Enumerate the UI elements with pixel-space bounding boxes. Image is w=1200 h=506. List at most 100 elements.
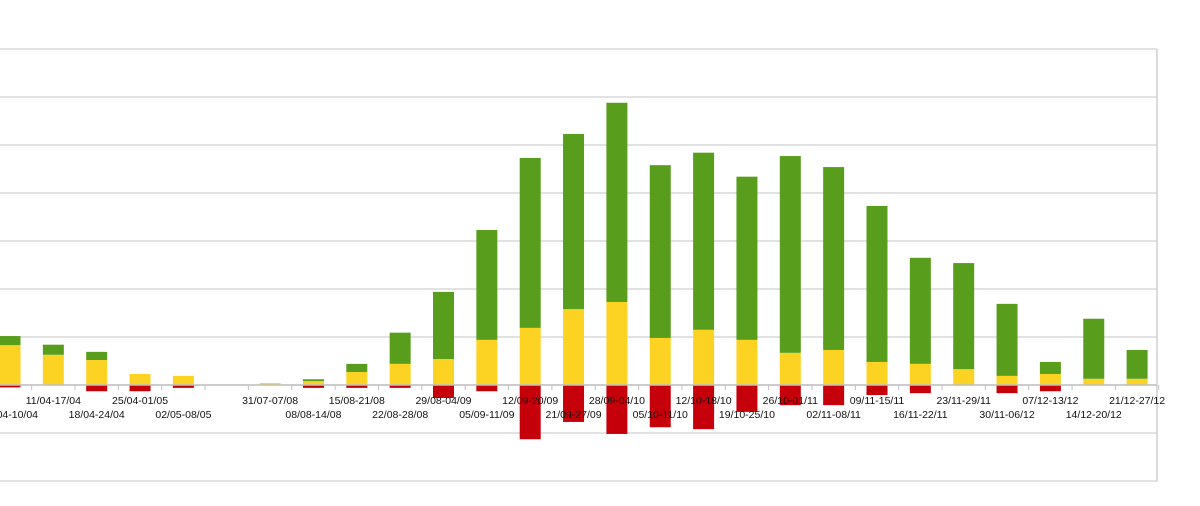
bar-red	[389, 385, 411, 388]
bar-green	[42, 344, 64, 355]
x-tick-label: 26/10-01/11	[763, 395, 818, 407]
x-tick-label: 12/09-20/09	[502, 395, 558, 407]
x-tick-label: 25/04-01/05	[112, 395, 168, 407]
bar-red	[129, 385, 151, 392]
bar-green	[736, 176, 758, 340]
bar-yellow	[389, 363, 411, 385]
bar-green	[693, 152, 715, 330]
bar-red	[0, 385, 21, 388]
bar-yellow	[649, 337, 671, 385]
bar-green	[823, 167, 845, 350]
bar-yellow	[823, 349, 845, 385]
bar-yellow	[953, 369, 975, 385]
x-tick-label: 08/08-14/08	[285, 409, 341, 421]
x-axis	[0, 384, 1160, 390]
bar-green	[389, 332, 411, 364]
x-tick-label: 02/05-08/05	[155, 409, 211, 421]
x-tick-label: 02/11-08/11	[806, 409, 861, 421]
bar-green	[606, 102, 628, 302]
bar-red	[433, 385, 454, 398]
bar-red	[649, 385, 671, 428]
bar-green	[1039, 361, 1061, 374]
bar-yellow	[866, 361, 888, 385]
bar-red	[519, 385, 541, 440]
bar-yellow	[996, 375, 1018, 385]
x-tick-label: 09/11-15/11	[850, 395, 905, 407]
x-tick-label: 11/04-17/04	[26, 395, 81, 407]
bar-red	[909, 385, 931, 394]
bar-red	[996, 385, 1018, 394]
x-tick-label: 05/10-11/10	[633, 409, 688, 421]
bar-yellow	[172, 375, 194, 385]
bar-green	[953, 263, 975, 370]
x-tick-label: 30/11-06/12	[979, 409, 1034, 421]
bar-green	[779, 156, 801, 353]
x-tick-label: 14/12-20/12	[1066, 409, 1122, 421]
bar-red	[346, 385, 368, 388]
bar-red	[1039, 385, 1061, 392]
bar-red	[866, 385, 888, 396]
bar-yellow	[259, 383, 281, 385]
x-tick-label: 04/04-10/04	[0, 409, 38, 421]
bar-yellow	[909, 363, 931, 385]
bar-red	[302, 385, 324, 388]
bar-red	[779, 385, 801, 406]
bar-yellow	[1083, 378, 1105, 385]
bar-green	[996, 303, 1018, 376]
x-tick-label: 21/09-27/09	[546, 409, 602, 421]
bar-red	[86, 385, 108, 392]
bar-green	[86, 351, 108, 361]
x-tick-label: 07/12-13/12	[1022, 395, 1078, 407]
bar-green	[0, 336, 21, 346]
bar-green	[563, 133, 585, 310]
x-tick-label: 22/08-28/08	[372, 409, 428, 421]
bar-red	[172, 385, 194, 388]
bar-yellow	[1039, 373, 1061, 385]
bar-red	[693, 385, 715, 430]
bar-red	[736, 385, 758, 412]
bar-yellow	[736, 339, 758, 385]
bar-yellow	[563, 309, 585, 385]
bar-red	[823, 385, 845, 406]
bar-yellow	[346, 372, 368, 385]
x-tick-label: 12/10-18/10	[676, 395, 732, 407]
bar-green	[649, 165, 671, 338]
bar-green	[519, 157, 541, 328]
bar-green	[866, 205, 888, 362]
bar-green	[1126, 349, 1148, 379]
bar-green	[302, 379, 324, 382]
bar-red	[606, 385, 628, 434]
x-tick-label: 23/11-29/11	[936, 395, 991, 407]
bar-yellow	[693, 329, 715, 385]
bar-yellow	[519, 327, 541, 385]
bars	[0, 102, 1148, 440]
bar-yellow	[42, 354, 64, 385]
bar-yellow	[779, 352, 801, 385]
x-tick-label: 18/04-24/04	[69, 409, 125, 421]
bar-yellow	[476, 339, 498, 385]
x-tick-label: 16/11-22/11	[893, 409, 948, 421]
bar-yellow	[302, 381, 324, 385]
bar-green	[909, 257, 931, 364]
bar-yellow	[86, 360, 108, 385]
bar-yellow	[0, 345, 21, 385]
bar-red	[563, 385, 585, 422]
bar-yellow	[606, 301, 628, 385]
bar-yellow	[1126, 378, 1148, 385]
bar-yellow	[129, 373, 151, 385]
x-tick-label: 28/09-04/10	[589, 395, 645, 407]
x-tick-label: 31/07-07/08	[242, 395, 298, 407]
bar-green	[433, 291, 454, 360]
x-tick-label: 29/08-04/09	[415, 395, 471, 407]
bar-green	[1083, 318, 1105, 379]
x-tick-label: 19/10-25/10	[719, 409, 775, 421]
bar-yellow	[433, 359, 454, 385]
bar-green	[476, 229, 498, 340]
x-tick-label: 05/09-11/09	[459, 409, 514, 421]
x-tick-label: 21/12-27/12	[1109, 395, 1165, 407]
x-tick-label: 15/08-21/08	[329, 395, 385, 407]
bar-red	[476, 385, 498, 392]
bar-green	[346, 363, 368, 373]
x-tick-labels: 04/04-10/04 11/04-17/04 18/04-24/04 25/04-0…	[0, 395, 1165, 421]
